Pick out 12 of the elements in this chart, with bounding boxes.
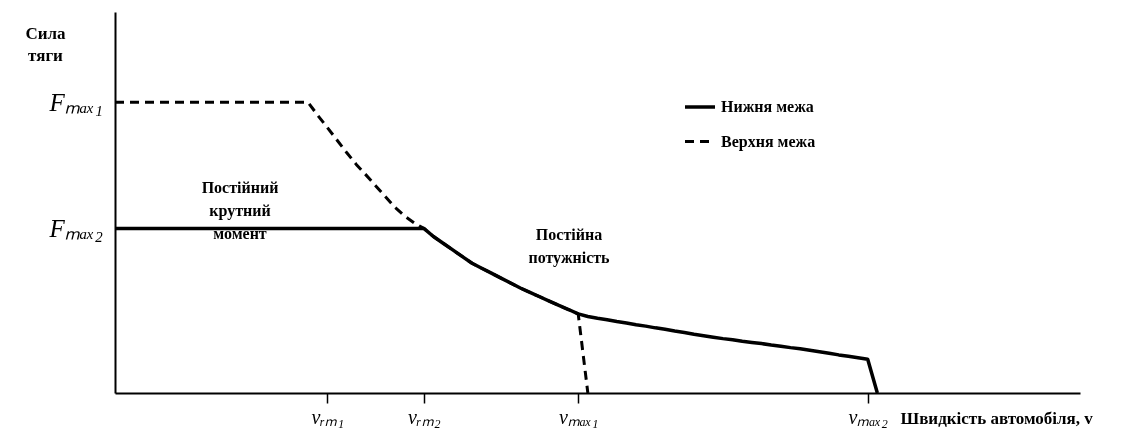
x-tick-label: vᵣₘ₂ (407, 405, 441, 428)
text: Fₘₐₓ₁ (48, 89, 103, 116)
text: Fₘₐₓ₂ (48, 215, 104, 242)
legend-label: Верхня межа (721, 132, 816, 151)
y-axis-title: Сила тяги (25, 23, 67, 65)
x-tick-label: vᵣₘ₁ (311, 405, 345, 428)
annotation: Постійний крутний момент (201, 179, 279, 242)
x-axis-title: Швидкість автомобіля, v (900, 408, 1094, 428)
annotation: Постійна потужність (528, 226, 611, 267)
x-tick-label: vₘₐₓ₂ (848, 405, 888, 428)
x-tick-label: vₘₐₓ₁ (559, 405, 599, 428)
legend-label: Нижня межа (721, 98, 814, 115)
